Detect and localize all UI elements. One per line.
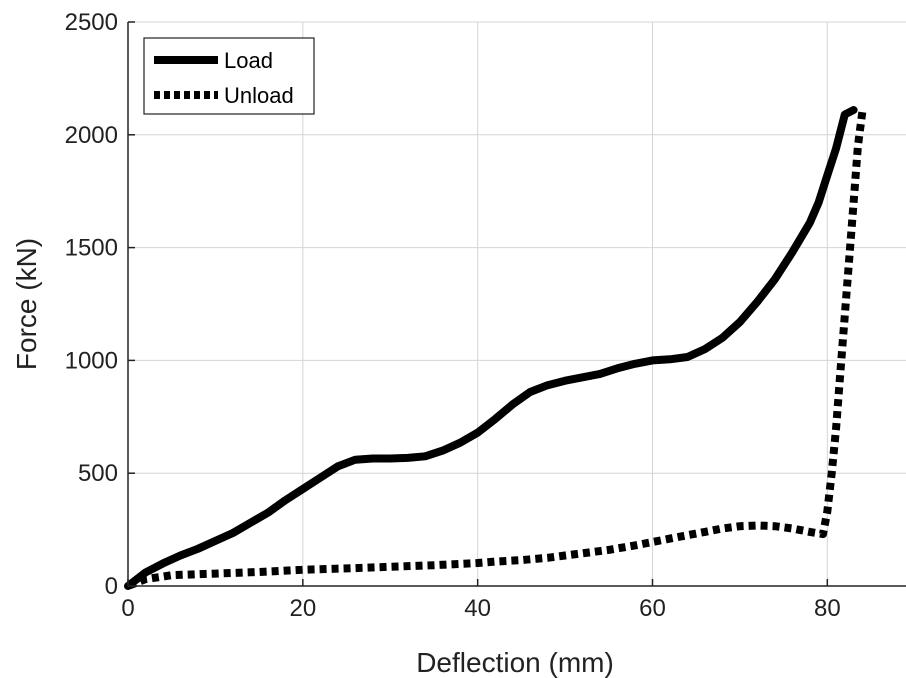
series-line-unload xyxy=(126,111,867,590)
x-tick-label-80: 80 xyxy=(814,595,841,622)
x-tick-label-20: 20 xyxy=(289,595,316,622)
y-tick-label-0: 0 xyxy=(105,573,118,600)
legend-label-load: Load xyxy=(224,48,273,73)
legend-label-unload: Unload xyxy=(224,83,294,108)
y-tick-label-1000: 1000 xyxy=(65,347,118,374)
legend: Load Unload xyxy=(143,37,315,115)
series-layer xyxy=(124,106,867,590)
x-tick-label-60: 60 xyxy=(639,595,666,622)
axes xyxy=(127,22,906,587)
y-tick-label-1500: 1500 xyxy=(65,235,118,262)
y-axis-title: Force (kN) xyxy=(11,238,42,370)
grid xyxy=(127,21,906,587)
series-line-load xyxy=(124,106,858,590)
x-tick-label-40: 40 xyxy=(464,595,491,622)
y-tick-label-500: 500 xyxy=(78,460,118,487)
y-tick-label-2500: 2500 xyxy=(65,9,118,36)
legend-box xyxy=(143,37,315,115)
ticks: 0 20 40 60 80 0 500 1000 1500 2000 2500 xyxy=(65,9,841,622)
y-tick-label-2000: 2000 xyxy=(65,122,118,149)
x-axis-title: Deflection (mm) xyxy=(416,647,614,678)
x-tick-label-0: 0 xyxy=(121,595,134,622)
